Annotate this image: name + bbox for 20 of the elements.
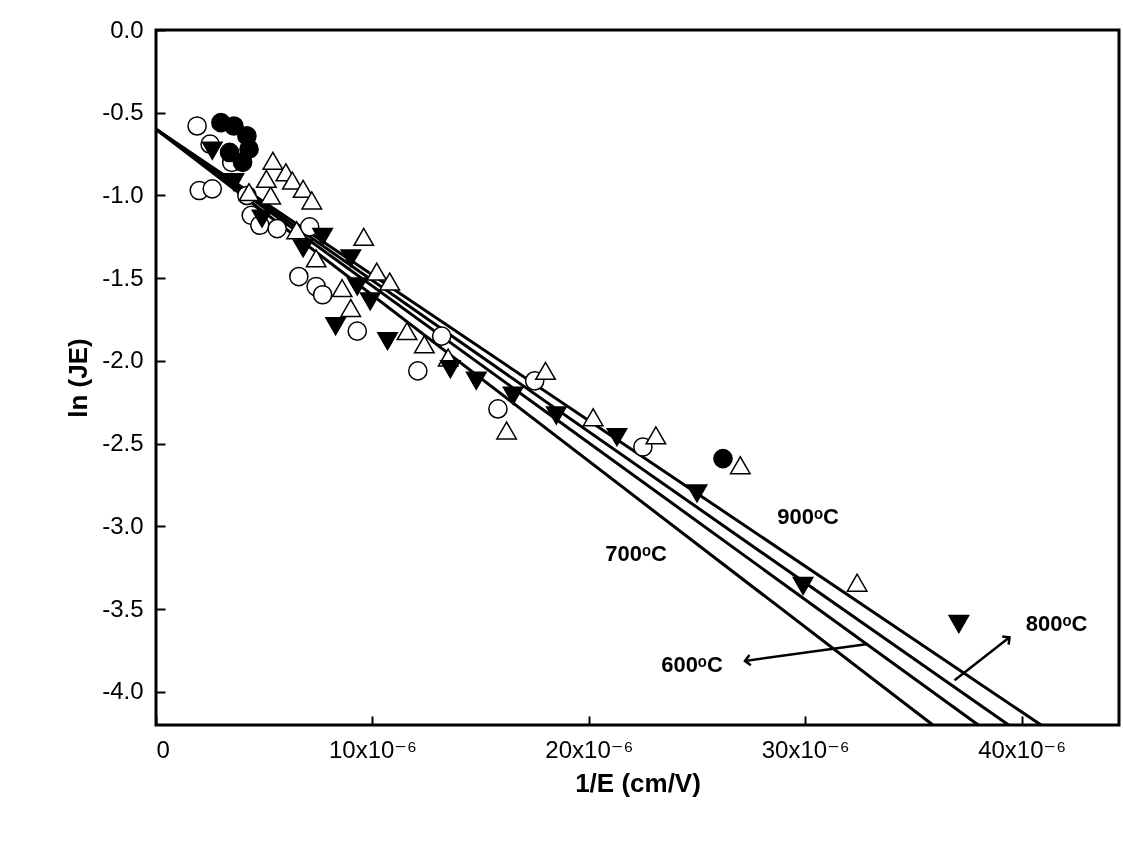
y-tick-label: -1.5 [102,263,144,291]
annotation: 900ᵒC [777,504,839,529]
y-tick-label: -1.0 [102,180,144,208]
x-tick-label: 30x10⁻⁶ [761,735,850,763]
x-tick-label: 0 [156,735,170,763]
y-tick-label: -2.5 [102,429,144,457]
x-axis-title: 1/E (cm/V) [575,767,701,798]
y-tick-label: -3.0 [102,511,144,539]
y-tick-label: 0.0 [110,15,144,43]
x-tick-label: 20x10⁻⁶ [545,735,634,763]
annotation: 700ᵒC [605,541,667,566]
annotation: 800ᵒC [1025,611,1088,637]
x-tick-label: 10x10⁻⁶ [328,735,417,763]
x-tick-label: 40x10⁻⁶ [978,735,1067,763]
y-tick-label: -0.5 [102,98,144,126]
y-tick-label: -4.0 [102,677,144,705]
y-tick-label: -3.5 [102,594,144,622]
y-tick-label: -2.0 [102,346,144,374]
y-axis-title: ln (JE) [63,338,94,418]
annotation: 600ᵒC [661,651,723,677]
